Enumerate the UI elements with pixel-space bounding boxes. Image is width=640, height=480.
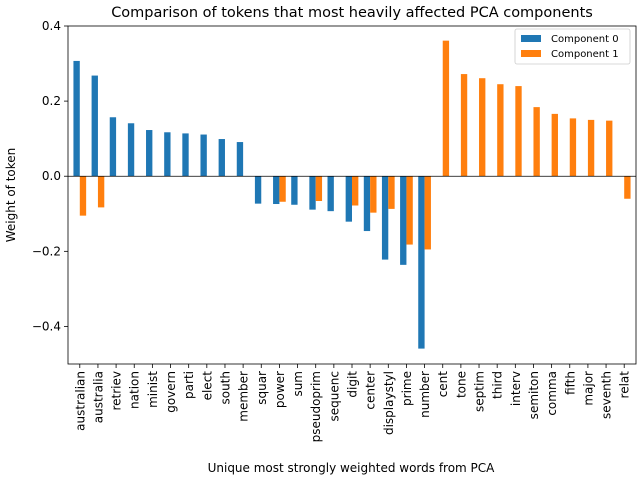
x-tick-label-number: number [418,371,432,418]
y-tick-label: 0.0 [42,169,61,183]
x-tick-label-relat: relat [618,371,632,399]
x-tick-label-sum: sum [291,371,305,397]
bar-series-0-prime [400,176,407,265]
bar-series-1-relat [624,176,631,199]
bar-series-1-tone [460,74,468,177]
x-tick-label-pseudoprim: pseudoprim [309,371,323,442]
bar-series-1-seventh [606,120,613,177]
y-tick-label: 0.2 [42,94,61,108]
bar-series-0-member [236,142,244,177]
x-tick-label-elect: elect [200,371,214,401]
bar-series-1-comma [551,113,558,177]
y-tick-label: −0.4 [32,319,61,333]
legend-swatch-component-0 [521,35,541,42]
bar-series-1-australia [97,176,105,208]
bar-series-1-third [497,84,504,177]
bar-series-0-sequenc [327,176,334,212]
bar-series-0-displaystyl [381,176,389,260]
bar-series-1-prime [406,176,413,245]
x-tick-label-prime: prime [400,371,414,406]
bar-series-1-center [370,176,377,213]
bars-group [73,40,631,349]
x-tick-label-major: major [581,371,595,406]
legend-box [514,28,631,65]
bar-series-0-power [273,176,280,205]
x-tick-label-australian: australian [73,371,87,431]
legend-label-component-0: Component 0 [551,34,619,45]
bar-series-0-parti [182,133,189,177]
bar-series-1-australian [79,176,87,216]
x-tick-label-septim: septim [473,371,487,412]
bar-series-0-number [418,176,425,349]
bar-series-0-nation [127,123,135,177]
x-tick-label-south: south [218,371,232,405]
chart-title: Comparison of tokens that most heavily a… [111,5,593,21]
x-axis: australian australia retriev nation minist go… [73,364,632,442]
x-tick-label-member: member [237,371,251,422]
x-tick-label-squar: squar [255,371,269,405]
bar-series-1-pseudoprim [315,176,323,202]
legend-swatch-component-1 [521,50,541,57]
bar-series-0-minist [146,130,153,177]
x-tick-label-center: center [364,371,378,410]
bar-series-1-septim [479,78,486,177]
x-axis-label: Unique most strongly weighted words from… [208,461,496,475]
bar-series-1-cent [442,40,450,177]
bar-series-1-major [587,119,595,177]
x-tick-label-sequenc: sequenc [327,371,341,421]
y-axis: 0.4 0.2 0.0 −0.2 −0.4 [32,19,68,333]
bar-series-1-displaystyl [388,176,395,209]
x-tick-label-seventh: seventh [600,371,614,419]
bar-series-0-pseudoprim [309,176,316,210]
x-tick-label-parti: parti [182,371,196,399]
bar-series-0-sum [291,176,298,205]
bar-series-1-digit [352,176,359,206]
x-tick-label-comma: comma [545,371,559,416]
bar-series-0-govern [164,132,171,177]
x-tick-label-displaystyl: displaystyl [382,371,396,435]
x-tick-label-power: power [273,371,287,408]
y-tick-label: −0.2 [32,244,61,258]
x-tick-label-semiton: semiton [527,371,541,419]
x-tick-label-nation: nation [128,371,142,409]
x-tick-label-third: third [491,371,505,399]
x-tick-label-cent: cent [436,371,450,398]
bar-series-1-number [424,176,431,250]
legend-label-component-1: Component 1 [551,49,619,60]
x-tick-label-tone: tone [454,371,468,398]
bar-series-0-australia [91,75,98,177]
bar-series-0-squar [254,176,262,204]
bar-series-1-interv [515,86,522,177]
bar-series-0-retriev [109,117,117,177]
y-tick-label: 0.4 [42,19,61,33]
x-tick-label-digit: digit [346,371,360,398]
x-tick-label-australia: australia [91,371,105,423]
x-tick-label-retriev: retriev [110,371,124,411]
bar-series-0-elect [200,134,207,177]
bar-series-1-power [279,176,286,202]
x-tick-label-fifth: fifth [563,371,577,395]
bar-series-0-digit [345,176,352,222]
x-tick-label-interv: interv [509,371,523,406]
legend: Component 0 Component 1 [514,28,631,65]
y-axis-label: Weight of token [4,148,18,243]
bar-series-0-australian [73,60,80,177]
bar-series-1-fifth [569,118,577,177]
bar-series-1-semiton [533,107,540,177]
bar-series-0-south [218,139,225,177]
x-tick-label-govern: govern [164,371,178,413]
x-tick-label-minist: minist [146,371,160,408]
bar-series-0-center [363,176,371,232]
